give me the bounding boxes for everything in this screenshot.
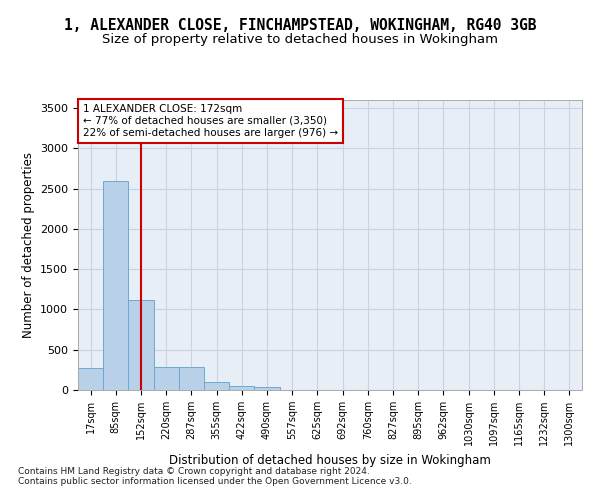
Text: Contains HM Land Registry data © Crown copyright and database right 2024.: Contains HM Land Registry data © Crown c…: [18, 467, 370, 476]
Bar: [103, 180, 128, 390]
Text: Contains public sector information licensed under the Open Government Licence v3: Contains public sector information licen…: [18, 477, 412, 486]
Text: 1 ALEXANDER CLOSE: 172sqm
← 77% of detached houses are smaller (3,350)
22% of se: 1 ALEXANDER CLOSE: 172sqm ← 77% of detac…: [83, 104, 338, 138]
Bar: [204, 382, 229, 390]
Y-axis label: Number of detached properties: Number of detached properties: [22, 152, 35, 338]
Bar: [78, 368, 103, 390]
Bar: [254, 387, 280, 390]
Bar: [229, 386, 254, 390]
Text: 1, ALEXANDER CLOSE, FINCHAMPSTEAD, WOKINGHAM, RG40 3GB: 1, ALEXANDER CLOSE, FINCHAMPSTEAD, WOKIN…: [64, 18, 536, 32]
Bar: [154, 366, 179, 390]
Text: Size of property relative to detached houses in Wokingham: Size of property relative to detached ho…: [102, 32, 498, 46]
X-axis label: Distribution of detached houses by size in Wokingham: Distribution of detached houses by size …: [169, 454, 491, 466]
Bar: [128, 300, 154, 390]
Bar: [179, 366, 204, 390]
